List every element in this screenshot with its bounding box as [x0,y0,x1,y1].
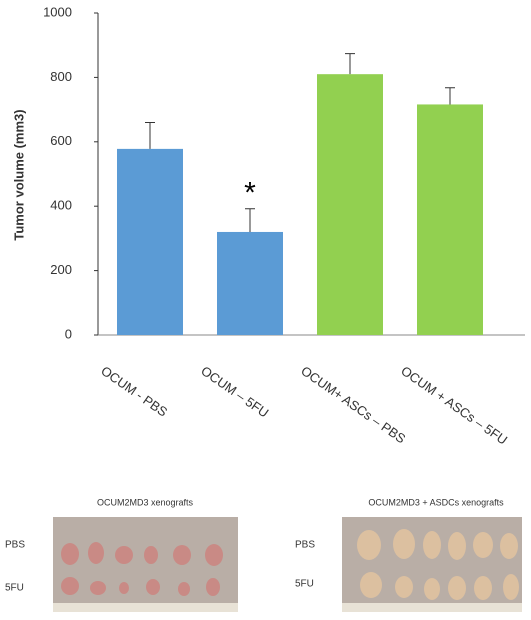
row-label: PBS [5,540,25,551]
bar [217,232,283,335]
error-bar [445,88,455,105]
y-tick-label: 200 [50,262,72,277]
y-axis-label: Tumor volume (mm3) [11,109,26,240]
ruler [53,603,238,612]
photo-panel: OCUM2MD3 xenografts PBS 5FU [5,497,238,612]
photo-panel: OCUM2MD3 + ASDCs xenografts PBS 5FU [295,497,522,612]
figure: Tumor volume (mm3) OCUM2MD3 xenografts P… [0,0,531,620]
annotation: * [244,177,256,210]
x-tick-label: OCUM + ASCs – 5FU [398,363,510,448]
ruler [342,603,522,612]
x-tick-label: OCUM - PBS [98,363,170,420]
bar [317,74,383,335]
y-tick-label: 600 [50,133,72,148]
y-tick-label: 800 [50,69,72,84]
bar [117,149,183,335]
row-label: 5FU [5,583,24,594]
panel-title: OCUM2MD3 + ASDCs xenografts [368,497,504,507]
panel-title: OCUM2MD3 xenografts [97,497,194,507]
page: Tumor volume (mm3) OCUM2MD3 xenografts P… [0,0,531,620]
y-tick-label: 400 [50,198,72,213]
y-tick-label: 1000 [43,4,72,19]
error-bar [245,209,255,232]
error-bar [145,122,155,148]
x-tick-label: OCUM – 5FU [198,363,271,420]
error-bar [345,54,355,75]
row-label: PBS [295,540,315,551]
bar [417,104,483,335]
row-label: 5FU [295,579,314,590]
y-tick-label: 0 [65,326,72,341]
x-tick-label: OCUM+ ASCs – PBS [298,363,408,447]
